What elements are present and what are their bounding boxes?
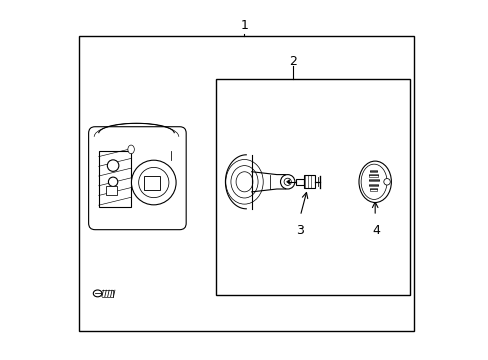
Circle shape [108,177,118,186]
Polygon shape [286,180,289,184]
Circle shape [284,178,291,185]
Ellipse shape [361,164,386,199]
Circle shape [383,179,389,185]
Circle shape [280,175,294,189]
Bar [79,36,413,331]
Bar [144,176,160,190]
Circle shape [107,160,119,171]
Ellipse shape [93,290,102,297]
Polygon shape [225,155,251,209]
Bar [215,79,409,295]
Circle shape [131,160,176,205]
Text: 2: 2 [288,55,296,68]
Bar [295,179,303,185]
Ellipse shape [127,145,134,154]
Polygon shape [251,172,285,192]
Bar [368,174,378,177]
Text: 1: 1 [240,19,248,32]
Ellipse shape [358,161,390,202]
Bar [303,175,314,188]
FancyBboxPatch shape [88,127,186,230]
Circle shape [139,167,168,198]
Bar [368,179,378,181]
Bar [99,151,131,207]
Bar [368,184,378,186]
Text: 3: 3 [296,224,304,237]
Bar [106,186,117,195]
Bar [370,188,376,191]
Bar [369,170,377,172]
Text: 4: 4 [371,224,379,237]
